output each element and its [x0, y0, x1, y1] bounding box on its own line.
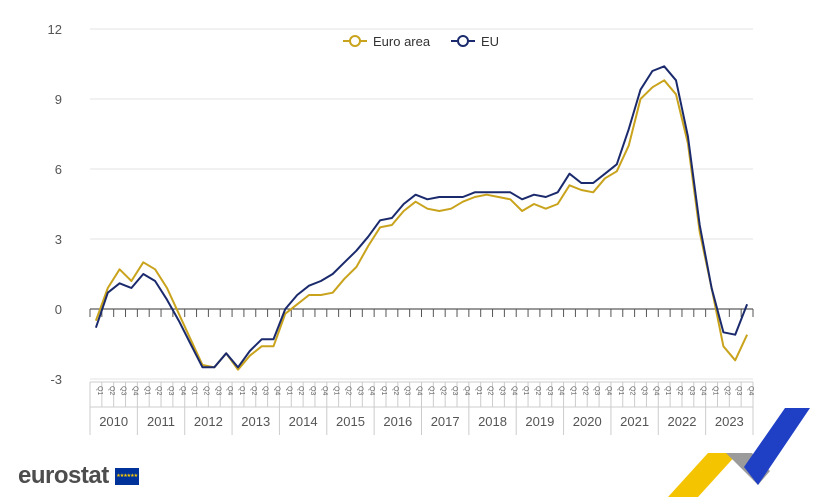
x-quarter-tick-label: Q4 [321, 386, 328, 395]
x-quarter-tick-label: Q2 [676, 386, 683, 395]
x-quarter-tick-label: Q3 [498, 386, 505, 395]
x-quarter-tick-label: Q3 [120, 386, 127, 395]
x-quarter-tick-label: Q2 [250, 386, 257, 395]
series-line-euro-area [94, 79, 749, 371]
x-quarter-tick-label: Q2 [487, 386, 494, 395]
x-quarter-tick-label: Q1 [333, 386, 340, 395]
x-quarter-tick-label: Q4 [463, 386, 470, 395]
x-quarter-tick-label: Q2 [202, 386, 209, 395]
y-axis-labels: 12 9 6 3 0 -3 [48, 22, 62, 387]
series-line-eu [94, 65, 749, 369]
eu-flag-icon: ★★★★★★ [114, 467, 139, 485]
x-quarter-tick-label: Q2 [723, 386, 730, 395]
blue-chevron [744, 408, 810, 485]
x-quarter-tick-label: Q1 [96, 386, 103, 395]
x-quarter-tick-label: Q2 [534, 386, 541, 395]
x-quarter-tick-label: Q1 [664, 386, 671, 395]
y-tick-label: 9 [55, 92, 62, 107]
x-quarter-tick-label: Q4 [747, 386, 754, 395]
x-year-tick-label: 2015 [336, 414, 365, 429]
yellow-chevron [668, 453, 738, 497]
x-quarter-tick-label: Q4 [179, 386, 186, 395]
x-quarter-tick-label: Q3 [451, 386, 458, 395]
legend-label-euro-area: Euro area [373, 34, 431, 49]
x-quarter-tick-label: Q1 [143, 386, 150, 395]
x-quarter-tick-label: Q1 [475, 386, 482, 395]
x-quarter-tick-label: Q2 [392, 386, 399, 395]
x-quarter-tick-label: Q1 [617, 386, 624, 395]
x-year-tick-label: 2019 [525, 414, 554, 429]
gridlines [90, 28, 753, 380]
x-quarter-tick-label: Q1 [427, 386, 434, 395]
x-quarter-tick-label: Q3 [356, 386, 363, 395]
x-quarter-tick-label: Q4 [700, 386, 707, 395]
x-quarter-tick-label: Q3 [546, 386, 553, 395]
y-tick-label: 0 [55, 302, 62, 317]
x-year-tick-label: 2010 [99, 414, 128, 429]
y-tick-label: 12 [48, 22, 62, 37]
series-lines [94, 65, 749, 371]
x-quarter-tick-label: Q4 [605, 386, 612, 395]
x-quarter-tick-label: Q4 [274, 386, 281, 395]
x-quarter-tick-label: Q3 [641, 386, 648, 395]
x-quarter-tick-label: Q4 [368, 386, 375, 395]
x-quarter-tick-label: Q3 [167, 386, 174, 395]
x-quarter-tick-label: Q2 [297, 386, 304, 395]
legend-label-eu: EU [481, 34, 499, 49]
x-quarter-tick-label: Q1 [522, 386, 529, 395]
x-quarter-tick-label: Q4 [652, 386, 659, 395]
x-quarter-tick-label: Q1 [569, 386, 576, 395]
x-year-tick-label: 2016 [383, 414, 412, 429]
legend-item-euro-area[interactable]: Euro area [343, 34, 431, 49]
x-quarter-tick-label: Q2 [581, 386, 588, 395]
x-year-tick-label: 2018 [478, 414, 507, 429]
x-quarter-tick-label: Q1 [191, 386, 198, 395]
x-year-tick-label: 2013 [241, 414, 270, 429]
x-year-tick-label: 2012 [194, 414, 223, 429]
x-quarter-tick-label: Q2 [439, 386, 446, 395]
x-quarter-tick-label: Q3 [262, 386, 269, 395]
x-year-tick-label: 2017 [431, 414, 460, 429]
x-quarter-tick-label: Q3 [735, 386, 742, 395]
eurostat-logo: eurostat ★★★★★★ [18, 462, 139, 490]
eurostat-decoration [668, 408, 810, 497]
x-year-tick-label: 2014 [289, 414, 318, 429]
x-quarter-tick-label: Q3 [593, 386, 600, 395]
x-quarter-tick-label: Q4 [558, 386, 565, 395]
x-quarter-tick-label: Q1 [380, 386, 387, 395]
x-quarter-tick-label: Q2 [345, 386, 352, 395]
x-year-tick-label: 2022 [668, 414, 697, 429]
x-year-tick-label: 2011 [147, 414, 175, 429]
x-quarter-tick-label: Q4 [131, 386, 138, 395]
x-quarter-tick-label: Q4 [226, 386, 233, 395]
eurostat-wordmark: eurostat [18, 462, 109, 489]
x-quarter-tick-label: Q2 [629, 386, 636, 395]
x-quarter-tick-label: Q2 [155, 386, 162, 395]
x-axis: Q1 Q2 Q3 Q4 Q1 Q2 Q3 Q4 Q1 Q2 Q3 Q4 Q1 Q2 Q3 Q4 Q1 Q2 Q3 Q4… [89, 309, 754, 435]
x-quarter-tick-label: Q3 [688, 386, 695, 395]
y-tick-label: 6 [55, 162, 62, 177]
legend-item-eu[interactable]: EU [451, 34, 499, 49]
x-quarter-tick-label: Q3 [214, 386, 221, 395]
y-tick-label: 3 [55, 232, 62, 247]
x-quarter-tick-label: Q1 [238, 386, 245, 395]
x-quarter-tick-label: Q4 [510, 386, 517, 395]
x-quarter-tick-label: Q4 [416, 386, 423, 395]
x-quarter-tick-label: Q3 [404, 386, 411, 395]
x-quarter-tick-label: Q2 [108, 386, 115, 395]
x-quarter-tick-label: Q1 [712, 386, 719, 395]
y-tick-label: -3 [50, 372, 62, 387]
x-year-tick-label: 2023 [715, 414, 744, 429]
x-quarter-tick-label: Q1 [285, 386, 292, 395]
x-quarter-tick-label: Q3 [309, 386, 316, 395]
x-year-tick-label: 2020 [573, 414, 602, 429]
x-year-tick-label: 2021 [620, 414, 649, 429]
legend[interactable]: Euro area EU [343, 34, 499, 49]
